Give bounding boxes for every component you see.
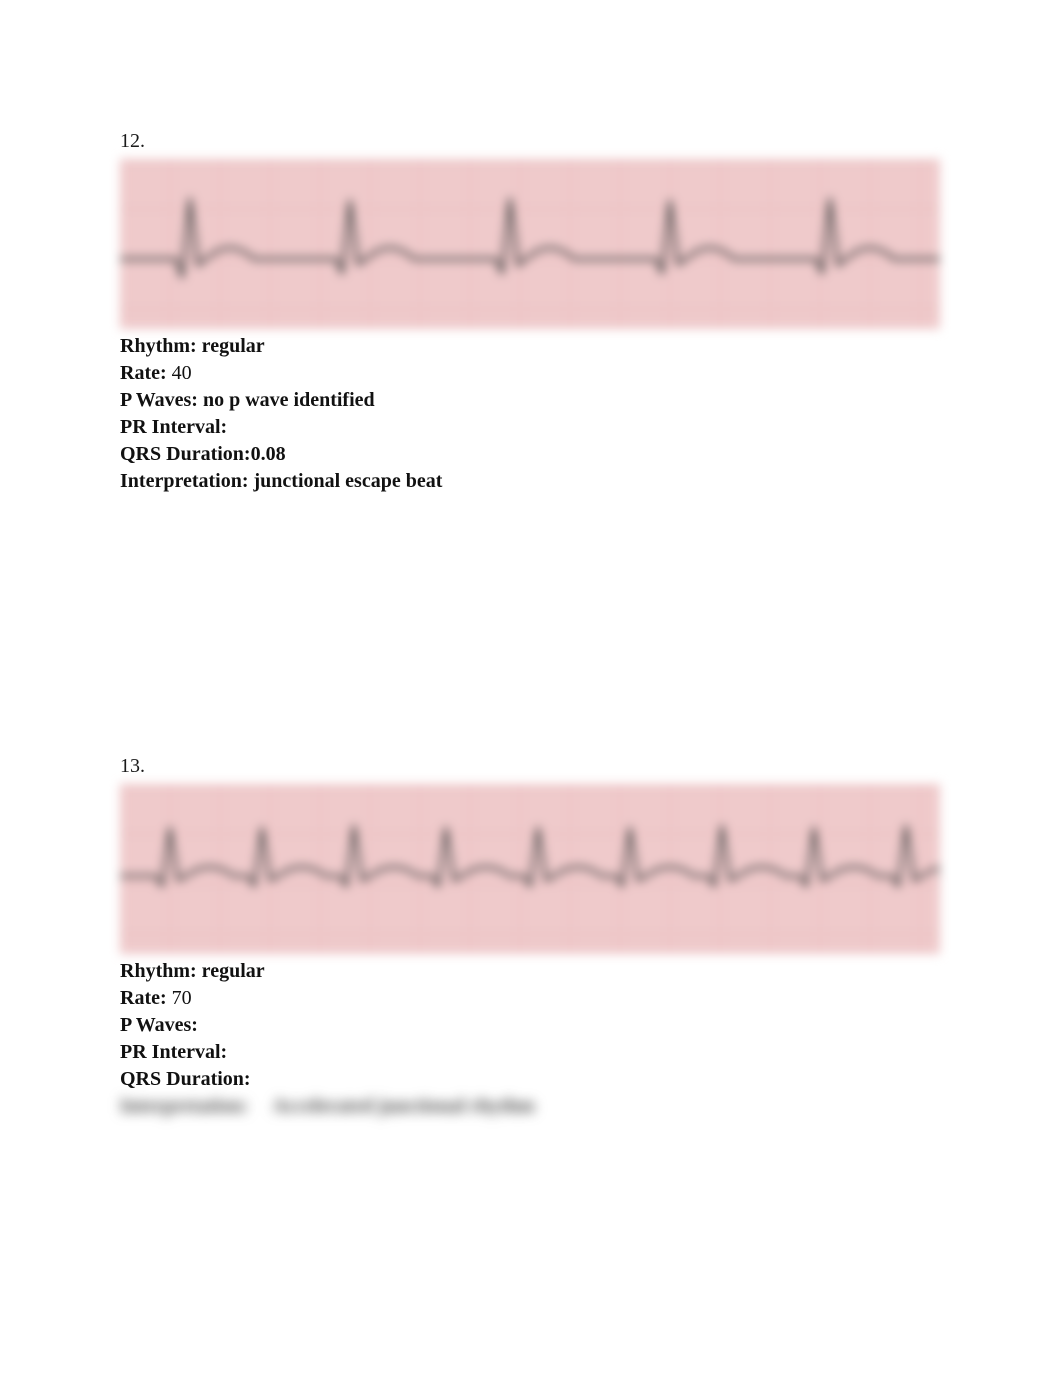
fields-13: Rhythm: regular Rate: 70 P Waves: PR Int…: [120, 958, 942, 1120]
field-rate: Rate: 70: [120, 985, 942, 1012]
field-rhythm: Rhythm: regular: [120, 958, 942, 985]
field-qrs: QRS Duration:0.08: [120, 441, 942, 468]
field-rate: Rate: 40: [120, 360, 942, 387]
question-13: 13. Rhythm: regular Rate: 70 P Waves: PR…: [120, 755, 942, 1120]
field-pwaves: P Waves:: [120, 1012, 942, 1039]
field-pr-interval: PR Interval:: [120, 414, 942, 441]
page: 12. Rhythm: regular Rate: 40 P Waves: no…: [0, 0, 1062, 1376]
field-interpretation-blurred: Interpretation: Accelerated junctional r…: [120, 1093, 942, 1120]
field-interpretation: Interpretation: junctional escape beat: [120, 468, 942, 495]
field-pr-interval: PR Interval:: [120, 1039, 942, 1066]
ecg-svg: [120, 784, 940, 954]
ecg-strip-13: [120, 784, 940, 954]
question-number: 12.: [120, 130, 942, 153]
field-rhythm: Rhythm: regular: [120, 333, 942, 360]
field-qrs: QRS Duration:: [120, 1066, 942, 1093]
ecg-svg: [120, 159, 940, 329]
question-number: 13.: [120, 755, 942, 778]
question-12: 12. Rhythm: regular Rate: 40 P Waves: no…: [120, 130, 942, 495]
spacer: [120, 495, 942, 755]
ecg-strip-12: [120, 159, 940, 329]
fields-12: Rhythm: regular Rate: 40 P Waves: no p w…: [120, 333, 942, 495]
field-pwaves: P Waves: no p wave identified: [120, 387, 942, 414]
